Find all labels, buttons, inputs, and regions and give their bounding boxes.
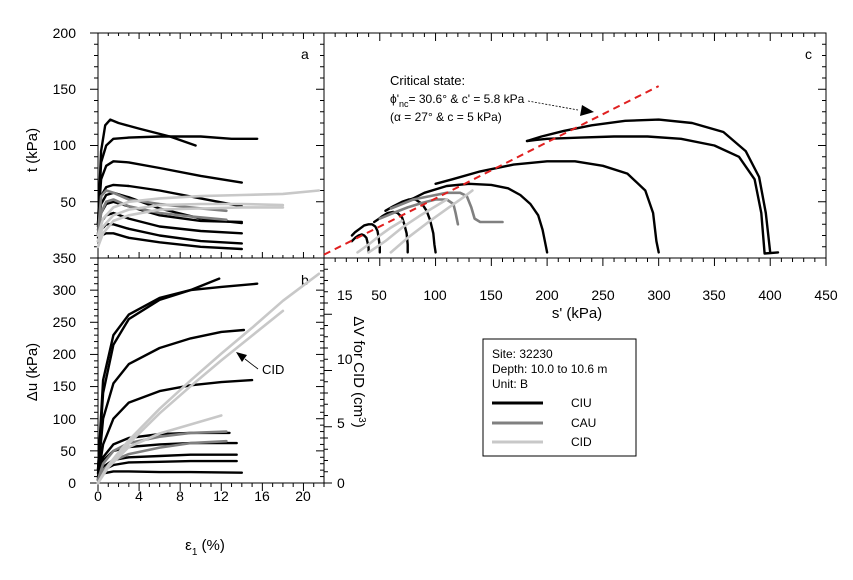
tick-label: 250 (591, 287, 615, 303)
tick-label: 200 (535, 287, 559, 303)
panel-a-letter: a (301, 46, 309, 62)
tick-label: 5 (337, 415, 345, 431)
panel-c-letter: c (805, 46, 812, 62)
tick-label: 350 (702, 287, 726, 303)
tick-label: 0 (337, 475, 345, 491)
panel-b-y2-tick-labels: 15 10 5 0 (337, 287, 353, 491)
tick-label: 4 (135, 488, 143, 504)
panel-a-series-ciu-2 (96, 160, 244, 226)
panel-a-frame (97, 32, 325, 259)
panel-b-series-ciu-2 (96, 328, 246, 475)
tick-label: 100 (53, 411, 77, 427)
panel-a-y-tick-labels: 200 150 100 50 (53, 25, 77, 210)
panel-c-series-ciu-6 (350, 223, 381, 254)
tick-label: 8 (176, 488, 184, 504)
tick-label: 0 (94, 488, 102, 504)
tick-label: 16 (254, 488, 270, 504)
critical-state-title: Critical state: (390, 73, 465, 88)
panel-b-series-cau-10 (96, 439, 228, 482)
panel-b-letter: b (301, 272, 309, 288)
tick-label: 0 (68, 475, 76, 491)
critical-state-leader-line (527, 100, 579, 111)
panel-a-series-cid-13 (96, 206, 285, 249)
tick-label: 300 (647, 287, 671, 303)
panel-c-series-ciu-2 (434, 160, 660, 254)
panel-c-series-cid-10 (389, 189, 474, 254)
critical-state-phi: ϕ'nc= 30.6° & c' = 5.8 kPa (390, 92, 525, 109)
panel-a-series-ciu-1 (96, 135, 259, 226)
critical-state-annotation: Critical state: ϕ'nc= 30.6° & c' = 5.8 k… (390, 73, 594, 124)
panel-b-series-ciu-1 (96, 277, 221, 472)
panel-b-x-axis-title: ε1 (%) (185, 537, 225, 558)
panel-a-series-cau-10 (96, 198, 228, 237)
axis-ticks (90, 32, 827, 491)
cid-arrowhead (236, 352, 247, 362)
panel-a-series-cid-12 (96, 202, 285, 243)
legend-depth: Depth: 10.0 to 10.6 m (492, 362, 607, 376)
tick-label: 150 (53, 81, 77, 97)
panel-b-series-ciu-3 (96, 378, 254, 478)
panel-c-series-ciu-1 (525, 135, 780, 255)
critical-state-alpha: (α = 27° & c = 5 kPa) (390, 110, 502, 124)
panel-b-series-ciu-0 (96, 282, 259, 472)
legend-unit: Unit: B (492, 377, 528, 391)
panel-b-y-axis-title: Δu (kPa) (24, 343, 41, 401)
panel-b-series-cid-13 (96, 414, 223, 485)
legend-label-ciu: CIU (571, 396, 592, 410)
tick-label: 15 (337, 287, 353, 303)
panel-a-series-cau-9 (96, 189, 228, 237)
panel-c-x-tick-labels: 50 100 150 200 250 300 350 400 450 (371, 287, 838, 303)
tick-label: 450 (814, 287, 838, 303)
panel-a-series-cid-11 (96, 189, 321, 237)
panel-c-x-axis-title: s' (kPa) (552, 305, 602, 322)
tick-label: 400 (758, 287, 782, 303)
panel-c-frame (323, 32, 827, 259)
panel-b-y-tick-labels: 350 300 250 200 150 100 50 0 (53, 250, 77, 491)
tick-label: 150 (479, 287, 503, 303)
cid-annotation-label: CID (262, 362, 284, 377)
legend-label-cid: CID (571, 435, 592, 449)
legend-box: Site: 32230 Depth: 10.0 to 10.6 m Unit: … (482, 338, 637, 457)
series-layer (96, 85, 780, 485)
panel-c-series-cid-11 (367, 198, 449, 254)
tick-label: 10 (337, 351, 353, 367)
legend-label-cau: CAU (571, 416, 596, 430)
tick-label: 100 (53, 137, 77, 153)
cid-annotation: CID (236, 352, 284, 377)
panel-a-series-ciu-0 (96, 118, 197, 226)
tick-label: 350 (53, 250, 77, 266)
tick-label: 12 (213, 488, 229, 504)
tick-label: 20 (295, 488, 311, 504)
panel-a-y-axis-title: t (kPa) (24, 128, 41, 172)
legend-site: Site: 32230 (492, 347, 553, 361)
tick-label: 50 (60, 194, 76, 210)
panel-c-series-ciu-0 (525, 118, 772, 254)
tick-label: 200 (53, 346, 77, 362)
tick-label: 50 (60, 443, 76, 459)
cid-leader-line (244, 358, 259, 370)
panel-b-x-tick-labels: 0 4 8 12 16 20 (94, 488, 311, 504)
tick-label: 250 (53, 314, 77, 330)
tick-label: 200 (53, 25, 77, 41)
critical-state-arrowhead (580, 105, 594, 116)
tick-label: 50 (371, 287, 387, 303)
critical-state-line (323, 85, 660, 256)
panel-b-y2-axis-title: ΔV for CID (cm3) (350, 316, 367, 427)
panel-c-series-cau-8 (389, 191, 504, 224)
panel-c-series-cid-12 (356, 219, 404, 254)
tick-label: 100 (423, 287, 447, 303)
panel-c-series-ciu-3 (403, 182, 549, 254)
tick-label: 150 (53, 378, 77, 394)
panel-b-series-ciu-8 (96, 470, 244, 481)
tick-label: 300 (53, 282, 77, 298)
panel-b-series-cid-12 (96, 272, 321, 485)
